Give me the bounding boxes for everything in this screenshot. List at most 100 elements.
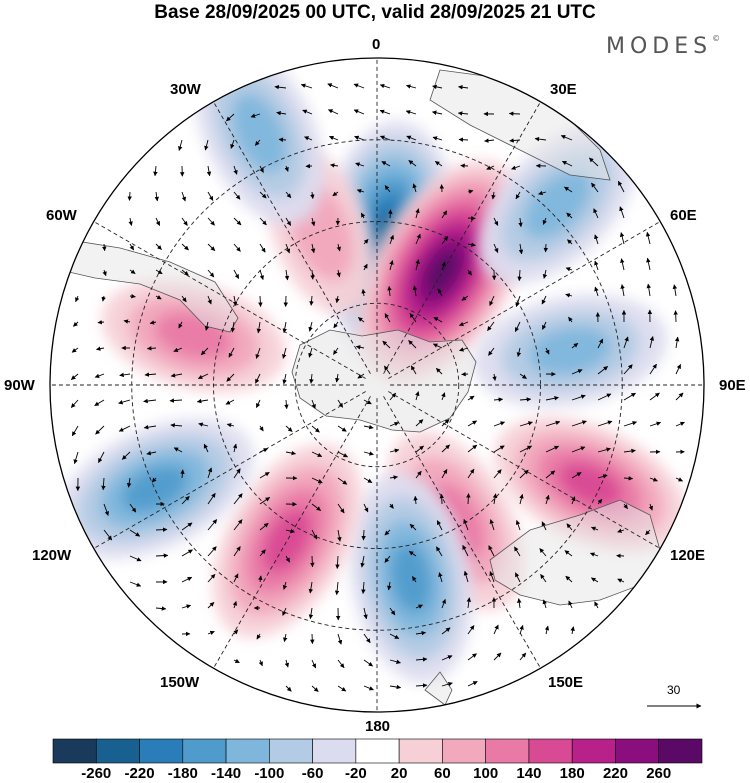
wind-vector bbox=[155, 295, 162, 300]
wind-vector bbox=[489, 571, 495, 583]
wind-vector bbox=[207, 546, 217, 557]
wind-vector bbox=[310, 243, 316, 254]
lon-label-30w: 30W bbox=[170, 81, 201, 98]
wind-vector bbox=[415, 233, 421, 245]
wind-vector bbox=[597, 447, 611, 453]
wind-vector bbox=[384, 555, 391, 563]
wind-vector bbox=[441, 655, 453, 661]
wind-vector bbox=[597, 498, 603, 505]
brand-logo: MODES© bbox=[606, 34, 720, 59]
wind-vector bbox=[361, 288, 366, 297]
wind-vector bbox=[649, 392, 660, 401]
lon-label-90w: 90W bbox=[4, 377, 35, 394]
wind-vector bbox=[335, 373, 340, 383]
meridian-line bbox=[383, 101, 541, 374]
wind-vector bbox=[274, 84, 287, 90]
wind-vector bbox=[95, 425, 105, 435]
colorbar-tick-label: -180 bbox=[167, 765, 198, 782]
wind-vector bbox=[207, 519, 218, 531]
wind-vector bbox=[617, 180, 625, 193]
colorbar-tick-label: 260 bbox=[646, 765, 672, 782]
wind-vector bbox=[492, 373, 497, 382]
wind-vector bbox=[408, 160, 417, 167]
wind-vector bbox=[255, 347, 261, 359]
wind-vector bbox=[233, 269, 240, 279]
wind-vector bbox=[467, 468, 475, 479]
wind-vector bbox=[467, 189, 474, 194]
wind-vector bbox=[489, 295, 495, 307]
wind-vector bbox=[226, 113, 235, 122]
wind-vector bbox=[493, 217, 499, 226]
south-america-outline bbox=[59, 239, 239, 333]
wind-vector bbox=[389, 684, 402, 690]
wind-vector bbox=[94, 373, 105, 378]
wind-vector bbox=[337, 503, 345, 514]
wind-vector bbox=[126, 477, 132, 488]
wind-vector bbox=[311, 425, 320, 433]
wind-vector bbox=[381, 161, 391, 167]
wind-vector bbox=[282, 347, 287, 359]
wind-vector bbox=[458, 137, 469, 142]
wind-vector bbox=[360, 212, 366, 219]
colorbar-tick-label: -260 bbox=[81, 765, 112, 782]
meridian-line bbox=[213, 101, 371, 374]
wind-vector bbox=[571, 496, 576, 505]
wind-vector bbox=[327, 83, 339, 89]
wind-vector bbox=[545, 420, 561, 427]
wind-vector bbox=[568, 316, 573, 323]
meridian-line bbox=[388, 221, 661, 379]
wind-vector bbox=[539, 548, 547, 557]
wind-vector bbox=[233, 468, 241, 479]
wind-vector bbox=[379, 83, 391, 89]
wind-vector bbox=[94, 399, 105, 407]
wind-vector bbox=[617, 578, 625, 583]
wind-vector bbox=[207, 191, 214, 201]
wind-vector bbox=[646, 257, 651, 271]
wind-vector bbox=[623, 448, 636, 454]
wind-vector bbox=[486, 165, 495, 170]
wind-vector bbox=[389, 633, 400, 639]
wind-vector bbox=[594, 286, 599, 297]
wind-vector bbox=[230, 139, 235, 149]
wind-vector bbox=[458, 85, 469, 90]
wind-vector bbox=[155, 606, 167, 611]
lon-label-120w: 120W bbox=[32, 547, 72, 564]
wind-vector bbox=[515, 295, 521, 307]
wind-vector bbox=[181, 549, 193, 557]
wind-vector bbox=[408, 340, 417, 349]
wind-vector bbox=[200, 347, 209, 356]
wind-vector bbox=[285, 191, 292, 199]
wind-vector bbox=[415, 259, 420, 271]
wind-vector bbox=[467, 420, 478, 427]
map-border bbox=[49, 57, 705, 713]
wind-vector bbox=[541, 521, 547, 531]
colorbar-tick-label: 100 bbox=[473, 765, 499, 782]
wind-vector bbox=[232, 443, 238, 453]
wind-vector bbox=[178, 321, 183, 329]
latitude-circle bbox=[294, 302, 460, 468]
wind-vector bbox=[389, 607, 396, 616]
wind-vector bbox=[623, 476, 634, 481]
wind-vector bbox=[441, 444, 450, 453]
wind-vector bbox=[356, 188, 365, 194]
wind-vector bbox=[225, 399, 235, 405]
wind-vector bbox=[541, 295, 547, 305]
wind-vector bbox=[149, 320, 157, 325]
wind-vector bbox=[567, 239, 573, 245]
wind-vector bbox=[73, 451, 79, 465]
colorbar-tick-label: -220 bbox=[124, 765, 155, 782]
wind-vector bbox=[203, 443, 209, 453]
wind-vector bbox=[433, 316, 443, 323]
wind-vector bbox=[415, 445, 424, 453]
wind-vector bbox=[250, 113, 261, 118]
wind-vector bbox=[143, 398, 157, 404]
wind-vector bbox=[379, 109, 391, 115]
wind-vector bbox=[441, 598, 446, 609]
wind-vector bbox=[459, 347, 469, 352]
wind-vector bbox=[675, 477, 684, 482]
wind-vector bbox=[233, 546, 241, 557]
wind-vector bbox=[389, 659, 401, 664]
wind-vector bbox=[565, 575, 573, 583]
wind-vector bbox=[311, 529, 318, 540]
wind-vector bbox=[129, 503, 137, 513]
